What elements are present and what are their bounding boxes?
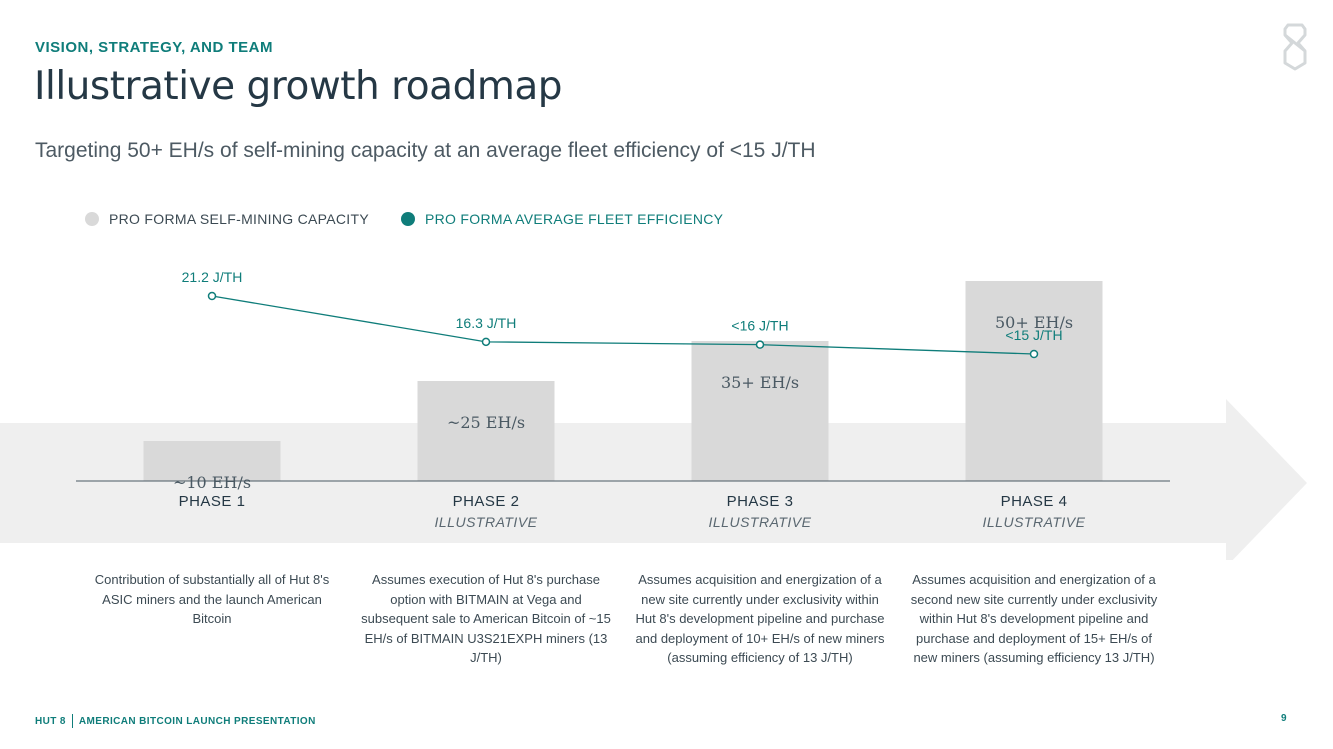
footer-presentation-title: AMERICAN BITCOIN LAUNCH PRESENTATION [78,715,316,727]
phase-label-4: PHASE 4 [1001,493,1068,510]
efficiency-line [211,295,1035,355]
phase-1-description: Contribution of substantially all of Hut… [94,572,330,626]
efficiency-label-4: <15 J/TH [1005,327,1062,343]
capacity-bar-1 [143,441,281,481]
phase-sublabel-3: ILLUSTRATIVE [709,514,812,530]
efficiency-point-4 [1029,349,1039,359]
legend-swatch-efficiency [401,212,415,226]
chart-legend: PRO FORMA SELF-MINING CAPACITY PRO FORMA… [85,211,755,227]
phase-label-2: PHASE 2 [453,493,520,510]
phase-3-description: Assumes acquisition and energization of … [635,572,885,665]
footer-brand: HUT 8 [35,715,66,727]
page-subtitle: Targeting 50+ EH/s of self-mining capaci… [35,139,816,162]
legend-label-efficiency: PRO FORMA AVERAGE FLEET EFFICIENCY [425,211,724,227]
capacity-bar-2 [417,381,555,481]
capacity-label-4: 50+ EH/s [995,313,1073,332]
legend-swatch-capacity [85,212,99,226]
footer: HUT 8 AMERICAN BITCOIN LAUNCH PRESENTATI… [35,714,316,728]
phase-4-description: Assumes acquisition and energization of … [910,572,1158,665]
legend-item-efficiency: PRO FORMA AVERAGE FLEET EFFICIENCY [401,211,723,227]
capacity-label-3: 35+ EH/s [721,373,799,392]
phase-sublabel-2: ILLUSTRATIVE [435,514,538,530]
footer-divider [71,714,73,728]
section-eyebrow: VISION, STRATEGY, AND TEAM [35,39,274,56]
phase-label-3: PHASE 3 [727,493,794,510]
capacity-bar-4 [965,281,1103,481]
capacity-bar-3 [691,341,829,481]
legend-item-capacity: PRO FORMA SELF-MINING CAPACITY [85,211,369,227]
phase-label-1: PHASE 1 [179,493,246,510]
efficiency-label-3: <16 J/TH [731,318,788,334]
efficiency-label-1: 21.2 J/TH [182,269,243,285]
capacity-label-1: ~10 EH/s [173,473,251,492]
efficiency-point-3 [755,340,765,349]
efficiency-label-2: 16.3 J/TH [456,315,517,331]
capacity-label-2: ~25 EH/s [447,413,525,432]
phase-2-description: Assumes execution of Hut 8's purchase op… [361,572,611,665]
efficiency-point-1 [207,291,217,301]
page-title: Illustrative growth roadmap [34,64,562,109]
phase-sublabel-4: ILLUSTRATIVE [983,514,1086,530]
legend-label-capacity: PRO FORMA SELF-MINING CAPACITY [109,211,369,227]
efficiency-point-2 [481,337,491,347]
roadmap-chart: ~10 EH/s ~25 EH/s 35+ EH/s 50+ EH/s PHASE 1… [0,269,1307,560]
hut8-logo-icon [1283,23,1307,71]
page-number: 9 [1281,713,1287,724]
